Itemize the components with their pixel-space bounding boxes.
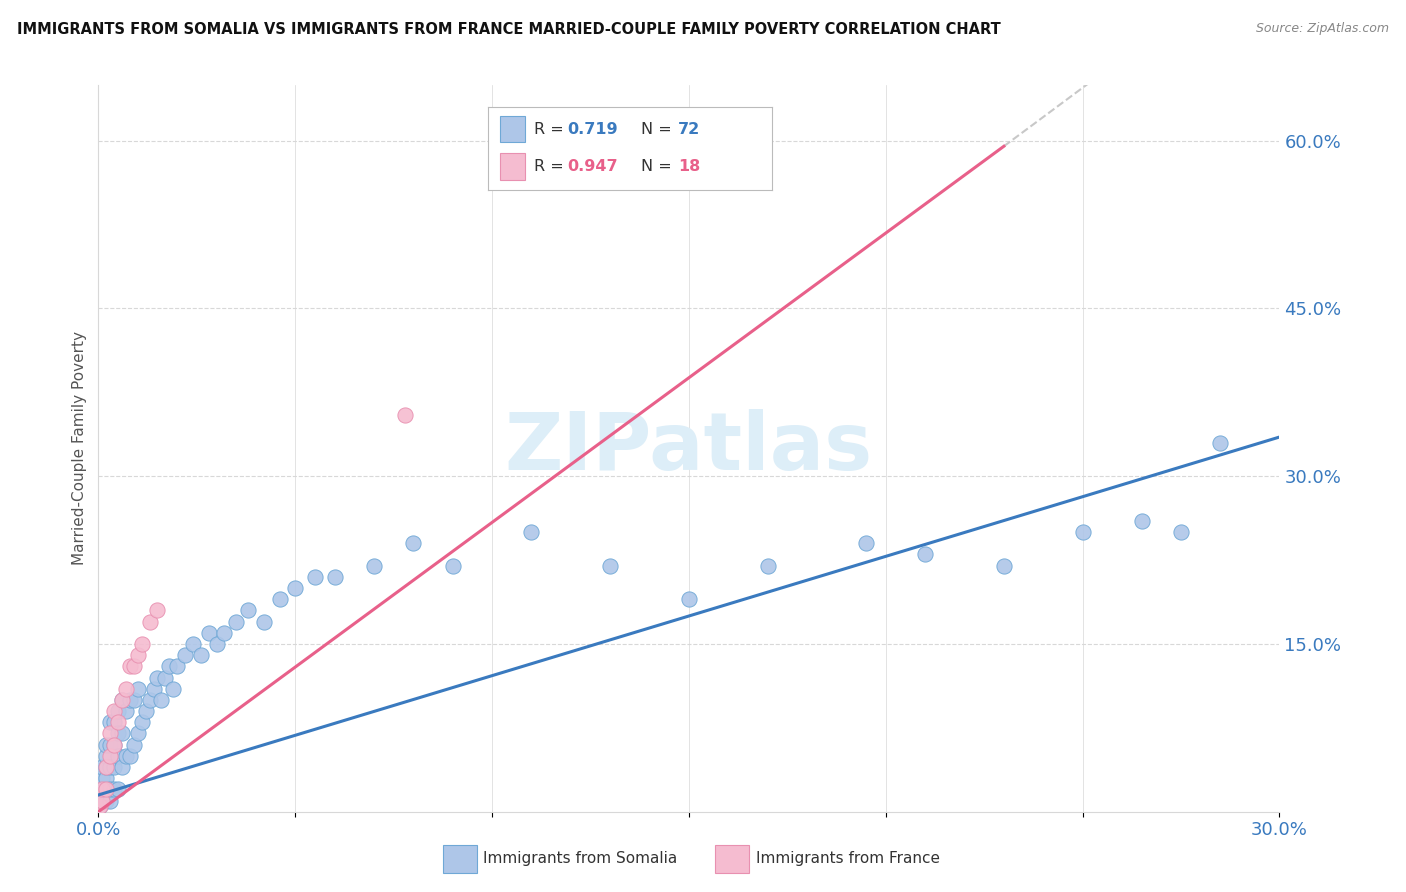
Point [103,704,125,718]
Point [146,603,169,617]
Text: Source: ZipAtlas.com: Source: ZipAtlas.com [1256,22,1389,36]
Point [115,704,138,718]
Point [98,793,121,807]
Point [107,726,129,740]
Point [111,726,134,740]
Point [91,771,114,785]
Point [96,771,118,785]
Point [118,693,141,707]
Point [253,615,276,629]
Point [855,536,877,550]
Point [98,760,121,774]
Point [138,615,160,629]
Point [363,558,385,573]
Point [96,793,118,807]
Point [91,782,114,797]
Point [103,738,125,752]
Point [127,726,149,740]
Point [150,693,173,707]
Point [197,625,219,640]
Point [122,659,145,673]
FancyBboxPatch shape [716,845,749,872]
Point [1071,525,1094,540]
Point [142,681,165,696]
Point [107,748,129,763]
Point [111,693,134,707]
Y-axis label: Married-Couple Family Poverty: Married-Couple Family Poverty [72,331,87,566]
Point [96,782,118,797]
Point [190,648,212,662]
Point [103,715,125,730]
Point [91,793,114,807]
Text: IMMIGRANTS FROM SOMALIA VS IMMIGRANTS FROM FRANCE MARRIED-COUPLE FAMILY POVERTY : IMMIGRANTS FROM SOMALIA VS IMMIGRANTS FR… [17,22,1001,37]
Point [678,592,700,607]
Text: Immigrants from France: Immigrants from France [755,851,939,866]
Point [107,782,129,797]
Point [131,715,153,730]
Point [157,659,180,673]
Point [131,637,153,651]
Point [135,704,157,718]
Point [138,693,160,707]
Point [127,648,149,662]
Point [96,738,118,752]
Point [96,782,118,797]
Point [115,681,138,696]
Point [115,748,138,763]
Point [91,782,114,797]
Text: Immigrants from Somalia: Immigrants from Somalia [484,851,678,866]
Point [993,558,1015,573]
Point [98,726,121,740]
Point [98,748,121,763]
Point [181,637,204,651]
Point [111,760,134,774]
Point [98,738,121,752]
Point [520,525,543,540]
Point [122,738,145,752]
Point [107,704,129,718]
Text: ZIPatlas: ZIPatlas [505,409,873,487]
Point [103,760,125,774]
Point [122,693,145,707]
Point [89,799,111,814]
Point [166,659,188,673]
Point [441,558,464,573]
Point [155,671,177,685]
Point [236,603,259,617]
Point [174,648,197,662]
Point [162,681,184,696]
Point [111,693,134,707]
Point [914,548,936,562]
Point [225,615,247,629]
Point [127,681,149,696]
Point [269,592,291,607]
Point [118,659,141,673]
Point [284,581,307,595]
Point [1130,514,1153,528]
Point [107,715,129,730]
Point [1209,435,1232,450]
Point [98,782,121,797]
Point [91,793,114,807]
Point [205,637,228,651]
Point [89,799,111,814]
Point [304,570,326,584]
Point [96,760,118,774]
Point [323,570,346,584]
Point [98,715,121,730]
Point [96,748,118,763]
Point [91,760,114,774]
Point [599,558,621,573]
Point [96,760,118,774]
Point [756,558,779,573]
Point [394,408,416,422]
Point [146,671,169,685]
Point [1170,525,1192,540]
Point [103,738,125,752]
Point [118,748,141,763]
Point [103,782,125,797]
Point [402,536,425,550]
Point [214,625,236,640]
FancyBboxPatch shape [443,845,477,872]
